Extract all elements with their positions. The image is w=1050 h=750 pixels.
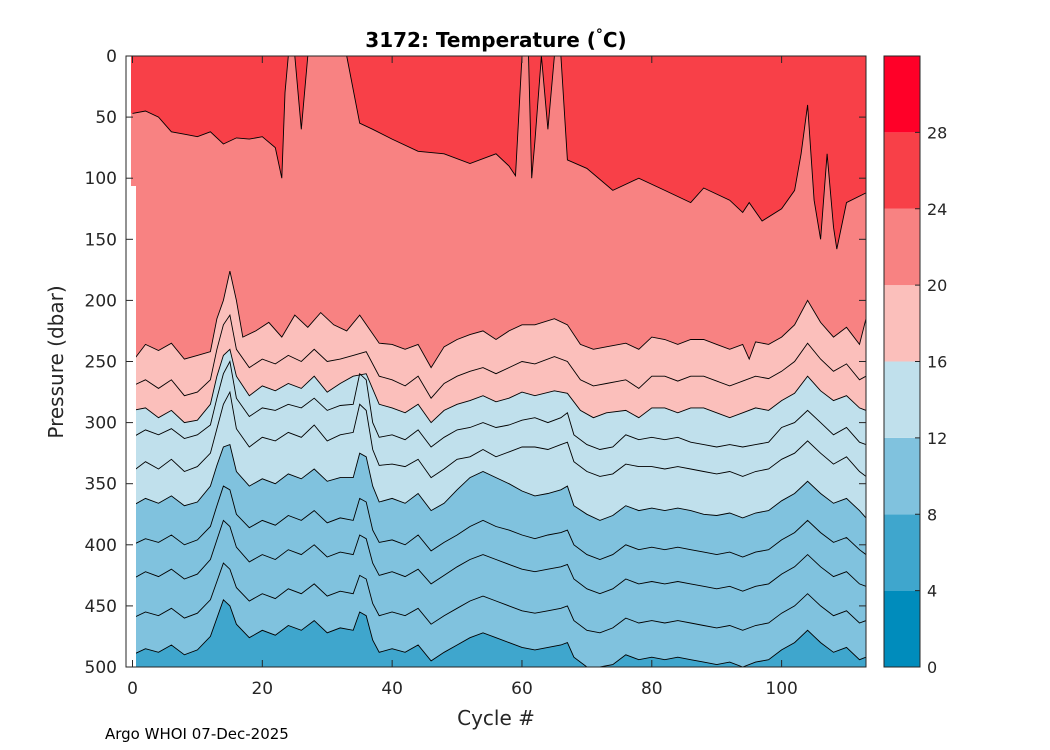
- missing-data-notch: [126, 186, 136, 667]
- y-tick-label: 100: [85, 169, 117, 189]
- colorbar-tick-label: 20: [927, 276, 947, 295]
- colorbar-tick-label: 0: [927, 658, 937, 677]
- colorbar-swatch: [884, 208, 920, 286]
- x-axis-ticks: 0 20 40 60 80 100: [127, 56, 798, 699]
- colorbar-tick-label: 4: [927, 582, 937, 601]
- y-tick-label: 200: [85, 291, 117, 311]
- x-tick-label: 20: [251, 679, 273, 699]
- y-axis-label: Pressure (dbar): [44, 285, 68, 438]
- colorbar-frame: [883, 55, 921, 668]
- x-tick-label: 60: [511, 679, 533, 699]
- y-tick-label: 250: [85, 353, 117, 373]
- colorbar-swatch: [884, 590, 920, 667]
- isotherm-24c: [132, 56, 866, 250]
- band-below-8c: [126, 599, 866, 667]
- y-tick-label: 0: [106, 47, 117, 67]
- y-tick-label: 350: [85, 475, 117, 495]
- x-tick-label: 100: [765, 679, 797, 699]
- colorbar-swatch: [884, 361, 920, 438]
- colorbar-tick-label: 24: [927, 200, 947, 219]
- isotherm-12c: [132, 444, 866, 521]
- y-tick-label: 500: [85, 658, 117, 678]
- isotherm-10c: [132, 519, 866, 595]
- isotherm-14c: [132, 360, 866, 450]
- isotherm-lines: [132, 56, 866, 667]
- isotherm-16c: [132, 348, 866, 424]
- y-tick-label: 50: [95, 108, 117, 128]
- contour-bands: [126, 56, 866, 667]
- colorbar-swatch: [884, 514, 920, 591]
- x-tick-label: 0: [127, 679, 138, 699]
- x-tick-label: 40: [381, 679, 403, 699]
- isotherm-8c: [132, 599, 866, 667]
- chart-title: 3172: Temperature (°C): [365, 27, 626, 52]
- isotherm-13c: [132, 390, 866, 479]
- footer-credit: Argo WHOI 07-Dec-2025: [105, 725, 289, 743]
- isotherm-18c: [132, 313, 866, 399]
- y-axis-ticks: 0 50 100 150 200 250 300 350 400 450 500: [85, 47, 866, 678]
- colorbar-swatch: [884, 437, 920, 515]
- y-tick-label: 450: [85, 597, 117, 617]
- x-axis-label: Cycle #: [457, 706, 535, 730]
- isotherm-11c: [132, 485, 866, 560]
- colorbar-tick-label: 12: [927, 429, 947, 448]
- x-tick-label: 80: [641, 679, 663, 699]
- colorbar-swatch: [884, 285, 920, 362]
- y-tick-label: 150: [85, 230, 117, 250]
- colorbar-swatch: [884, 132, 920, 209]
- colorbar-tick-label: 16: [927, 353, 947, 372]
- y-tick-label: 400: [85, 536, 117, 556]
- isotherm-20c: [132, 271, 866, 369]
- isotherm-9c: [132, 562, 866, 634]
- y-tick-label: 300: [85, 414, 117, 434]
- colorbar-tick-label: 8: [927, 505, 937, 524]
- colorbar-tick-label: 28: [927, 123, 947, 142]
- colorbar: 0 4 8 12 16 20 24 28: [884, 56, 947, 677]
- colorbar-swatch: [884, 56, 920, 133]
